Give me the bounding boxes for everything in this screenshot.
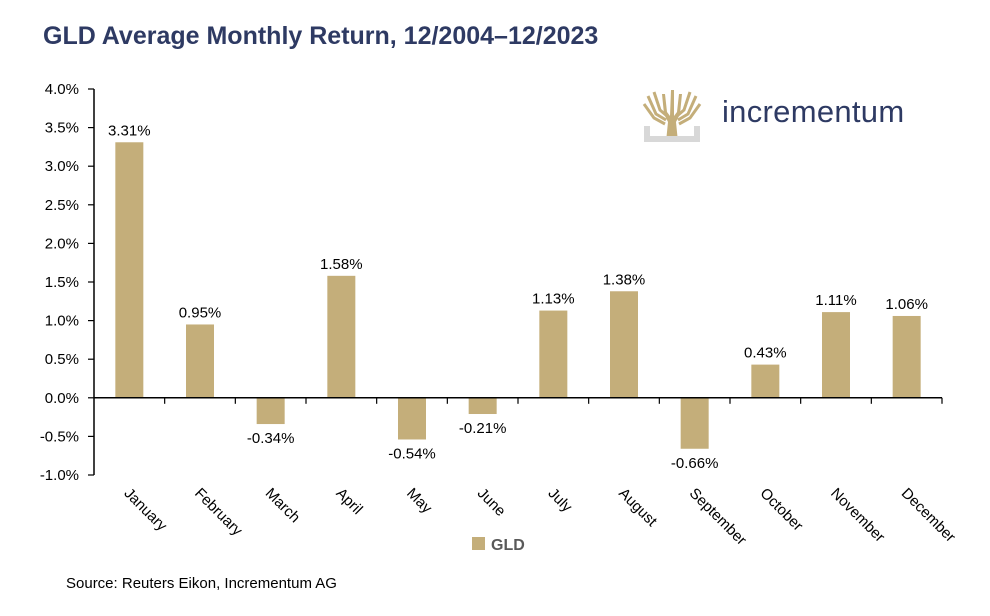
x-tick-label: December [898, 485, 959, 546]
bar-august [610, 291, 638, 398]
logo-wordmark: incrementum [722, 94, 905, 129]
bar-may [398, 397, 426, 440]
data-label: 0.43% [744, 345, 787, 362]
x-tick-label: June [474, 485, 509, 520]
x-tick-label: October [757, 485, 807, 535]
x-tick-label: April [333, 485, 366, 518]
data-label: 1.38% [603, 271, 646, 288]
data-label: 1.58% [320, 256, 363, 273]
y-tick-label: 0.0% [45, 390, 79, 407]
bar-september [680, 397, 709, 449]
data-label: 3.31% [108, 122, 151, 139]
bar-october [751, 364, 780, 398]
data-label: 1.13% [532, 291, 575, 308]
data-label: 0.95% [179, 304, 222, 321]
bar-december [892, 315, 921, 398]
bar-june [468, 397, 497, 415]
data-label: -0.21% [459, 420, 507, 437]
x-tick-label: November [827, 485, 888, 546]
y-tick-label: 4.0% [45, 81, 79, 98]
bar-february [186, 324, 214, 398]
data-label: -0.66% [671, 455, 719, 472]
y-tick-label: 3.5% [45, 120, 79, 137]
bar-november [822, 312, 850, 398]
y-tick-label: -0.5% [40, 428, 79, 445]
y-tick-label: -1.0% [40, 467, 79, 484]
x-tick-label: February [191, 485, 246, 540]
bar-january [115, 142, 144, 398]
x-tick-label: March [262, 485, 303, 526]
bar-march [256, 397, 285, 425]
legend-swatch [472, 537, 485, 550]
data-label: 1.11% [815, 292, 856, 309]
y-tick-label: 3.0% [45, 158, 79, 175]
legend-label: GLD [491, 537, 525, 554]
data-label: 1.06% [885, 296, 928, 313]
bar-july [539, 310, 568, 398]
chart-title: GLD Average Monthly Return, 12/2004–12/2… [43, 22, 599, 50]
data-label: -0.34% [247, 430, 295, 447]
x-tick-label: August [615, 485, 661, 531]
y-tick-label: 2.5% [45, 197, 79, 214]
incrementum-logo: incrementum [642, 86, 932, 146]
data-label: -0.54% [388, 445, 436, 462]
source-note: Source: Reuters Eikon, Incrementum AG [66, 575, 337, 592]
y-tick-label: 1.0% [45, 313, 79, 330]
x-tick-label: May [403, 485, 435, 517]
y-tick-label: 1.5% [45, 274, 79, 291]
x-tick-label: July [545, 485, 576, 516]
y-tick-label: 2.0% [45, 235, 79, 252]
y-tick-label: 0.5% [45, 351, 79, 368]
bar-april [327, 275, 356, 398]
x-tick-label: January [121, 485, 171, 535]
x-tick-label: September [686, 485, 750, 549]
tree-logo-icon [642, 90, 702, 142]
